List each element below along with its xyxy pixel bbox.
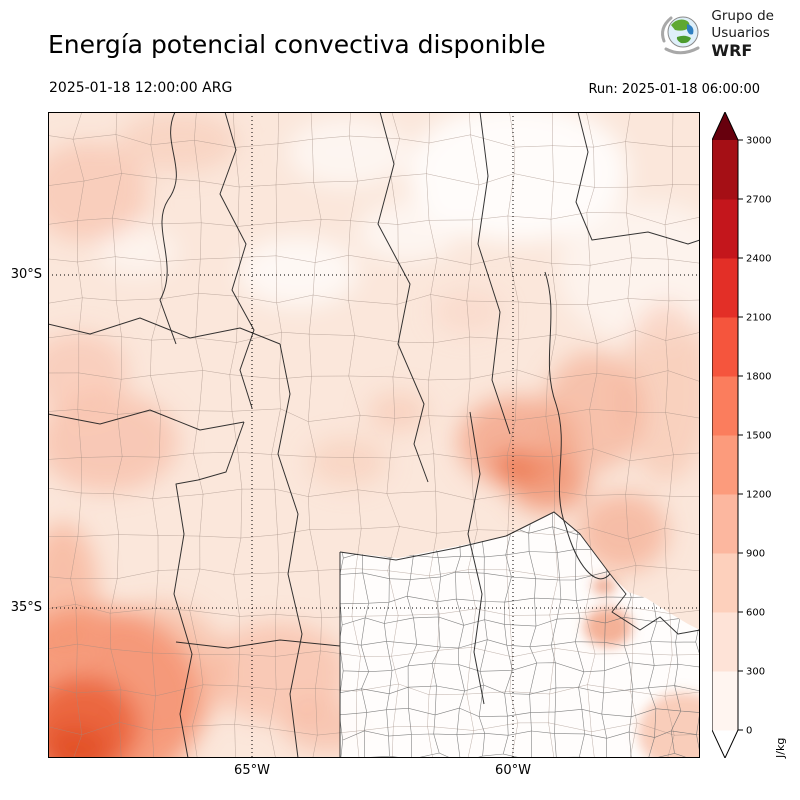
logo-line1: Grupo de <box>711 8 774 24</box>
map-border <box>48 112 700 758</box>
svg-text:1200: 1200 <box>746 490 771 501</box>
colorbar-ticks: 0 300 600 900 1200 1500 1800 2100 2400 2700 3000 <box>738 136 771 737</box>
wrf-logo-text: Grupo de Usuarios WRF <box>711 8 774 59</box>
svg-text:2700: 2700 <box>746 195 771 206</box>
lon-label-60w: 60°W <box>495 763 531 778</box>
colorbar: 0 300 600 900 1200 1500 1800 2100 2400 2700 3000 <box>712 112 771 758</box>
valid-time-label: 2025-01-18 12:00:00 ARG <box>49 80 233 96</box>
wrf-logo-globe-icon <box>661 16 700 54</box>
wrf-logo: Grupo de Usuarios WRF <box>657 8 774 59</box>
colorbar-under-triangle <box>712 730 738 758</box>
svg-text:900: 900 <box>746 549 765 560</box>
province-boundaries <box>48 112 700 758</box>
run-time-label: Run: 2025-01-18 06:00:00 <box>588 82 760 97</box>
svg-text:3000: 3000 <box>746 136 771 147</box>
cape-shading-blobs <box>48 112 700 758</box>
svg-text:0: 0 <box>746 726 752 737</box>
svg-text:2100: 2100 <box>746 313 771 324</box>
logo-line3: WRF <box>711 41 753 60</box>
buenos-aires-low-cape-region <box>340 512 700 758</box>
colorbar-segments <box>712 140 738 731</box>
lat-label-30s: 30°S <box>10 267 42 282</box>
lat-label-35s: 35°S <box>10 600 42 615</box>
colorbar-over-triangle <box>712 112 738 140</box>
svg-text:1800: 1800 <box>746 372 771 383</box>
map-panel <box>48 112 700 758</box>
svg-text:300: 300 <box>746 667 765 678</box>
department-boundaries-light <box>48 112 700 758</box>
svg-text:2400: 2400 <box>746 254 771 265</box>
colorbar-unit-label: J/kg <box>774 737 787 758</box>
lon-label-65w: 65°W <box>234 763 270 778</box>
svg-text:600: 600 <box>746 608 765 619</box>
colorbar-outline <box>712 112 739 758</box>
cape-map-canvas <box>48 112 700 758</box>
svg-text:1500: 1500 <box>746 431 771 442</box>
graticule-lines <box>48 112 700 758</box>
page-title: Energía potencial convectiva disponible <box>48 30 546 59</box>
logo-line2: Usuarios <box>711 25 770 41</box>
